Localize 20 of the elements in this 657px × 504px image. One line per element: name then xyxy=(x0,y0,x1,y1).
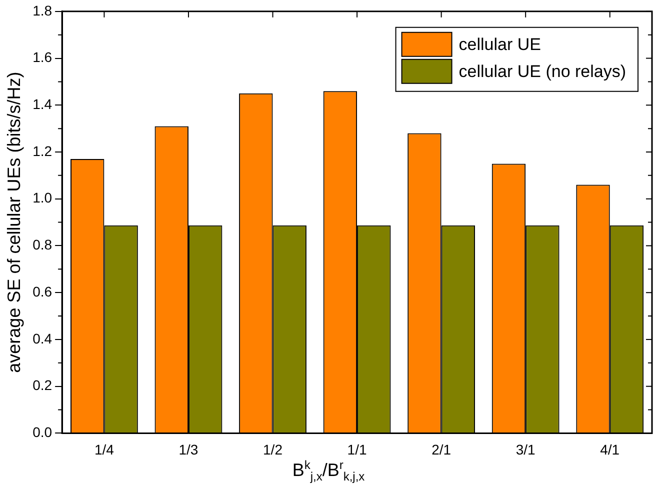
y-tick-label: 1.8 xyxy=(32,2,52,18)
x-tick-label: 1/1 xyxy=(347,441,367,458)
y-tick-label: 0.2 xyxy=(32,377,52,394)
y-tick-label: 1.4 xyxy=(32,96,52,112)
x-tick-label: 1/2 xyxy=(263,441,283,458)
legend-label: cellular UE (no relays) xyxy=(458,62,626,82)
x-tick-label: 2/1 xyxy=(432,441,452,458)
y-axis-title: average SE of cellular UEs (bits/s/Hz) xyxy=(4,72,24,373)
y-tick-label: 1.2 xyxy=(32,142,52,159)
x-tick-label: 3/1 xyxy=(516,441,536,458)
y-tick-label: 0.6 xyxy=(32,283,52,300)
y-tick-label: 0.4 xyxy=(32,330,52,346)
x-tick-label: 1/3 xyxy=(178,441,198,458)
y-tick-label: 0.8 xyxy=(32,236,52,253)
y-tick-label: 1.0 xyxy=(32,190,52,206)
x-tick-label: 4/1 xyxy=(600,441,620,458)
x-tick-label: 1/4 xyxy=(94,441,114,458)
y-tick-label: 1.6 xyxy=(32,49,52,66)
y-tick-label: 0.0 xyxy=(32,424,52,440)
legend-label: cellular UE xyxy=(458,35,541,54)
